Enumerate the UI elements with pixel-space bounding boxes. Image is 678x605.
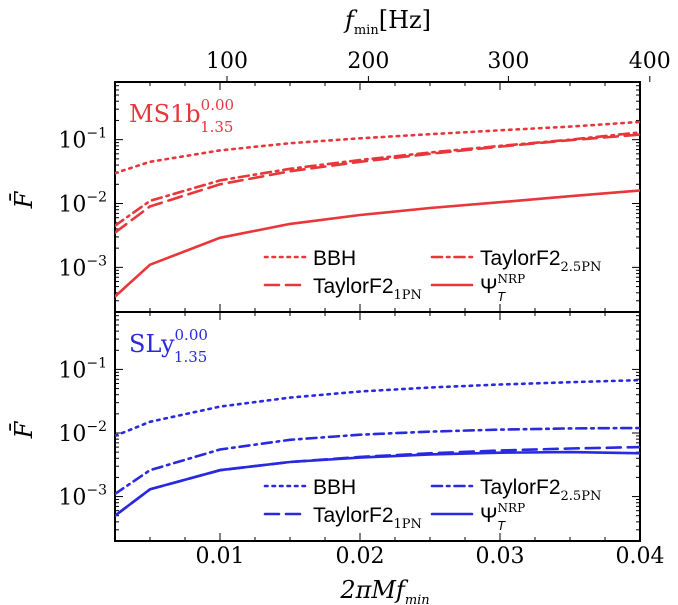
series-line-dotted xyxy=(115,378,640,438)
legend-label: TaylorF22.5PN xyxy=(480,476,601,504)
top-axis-label: fmin[Hz] xyxy=(343,6,431,38)
legend-label: TaylorF21PN xyxy=(313,504,422,532)
panel-label: MS1b0.00 1.35 xyxy=(129,96,234,136)
series-line-solid xyxy=(115,450,640,518)
legend-label: BBH xyxy=(313,247,356,270)
x-tick-label: 0.03 xyxy=(476,544,525,569)
y-tick-label: 10−3 xyxy=(58,253,107,281)
x-axis-label: 2πMfmin xyxy=(339,576,429,605)
top-tick-label: 200 xyxy=(347,49,389,74)
x-tick-label: 0.02 xyxy=(336,544,385,569)
series-line-dashdot xyxy=(115,131,640,227)
top-axis-tick-labels: 100 200 300 400 xyxy=(206,49,671,74)
legend-label: ΨNRP T xyxy=(480,501,525,533)
panel-sly: 10−1 10−2 10−3 SLy0.00 1.35 BBH TaylorF22.5PN T… xyxy=(58,311,641,542)
top-tick-label: 300 xyxy=(487,49,529,74)
legend: BBH TaylorF22.5PN TaylorF21PN ΨNRP T xyxy=(263,476,601,533)
y-tick-label: 10−1 xyxy=(58,355,107,383)
panel-label: SLy0.00 1.35 xyxy=(129,326,208,366)
series-line-dashdot xyxy=(115,426,640,496)
series-group xyxy=(115,120,640,298)
series-line-dotted xyxy=(115,120,640,175)
x-tick-label: 0.04 xyxy=(616,544,665,569)
legend-label: BBH xyxy=(313,476,356,499)
legend: BBH TaylorF22.5PN TaylorF21PN ΨNRP T xyxy=(263,247,601,304)
top-tick-label: 100 xyxy=(206,49,248,74)
series-group xyxy=(115,378,640,518)
series-line-solid xyxy=(115,189,640,298)
y-tick-label: 10−3 xyxy=(58,483,107,511)
legend-label: ΨNRP T xyxy=(480,272,525,304)
legend-label: TaylorF21PN xyxy=(313,275,422,303)
y-tick-label: 10−1 xyxy=(58,126,107,154)
series-line-dashed xyxy=(115,133,640,234)
y-tick-label: 10−2 xyxy=(58,419,107,447)
y-axis-label-top: F̄ xyxy=(10,190,38,209)
x-axis-tick-labels: 0.01 0.02 0.03 0.04 xyxy=(196,544,665,569)
legend-label: TaylorF22.5PN xyxy=(480,247,601,275)
top-tick-label: 400 xyxy=(629,49,671,74)
plot-frame xyxy=(114,311,641,542)
panel-ms1b: 10−1 10−2 10−3 MS1b0.00 1.35 BBH TaylorF22.5PN… xyxy=(58,76,651,313)
y-tick-label: 10−2 xyxy=(58,190,107,218)
y-axis-label-bottom: F̄ xyxy=(10,420,38,439)
x-tick-label: 0.01 xyxy=(196,544,245,569)
